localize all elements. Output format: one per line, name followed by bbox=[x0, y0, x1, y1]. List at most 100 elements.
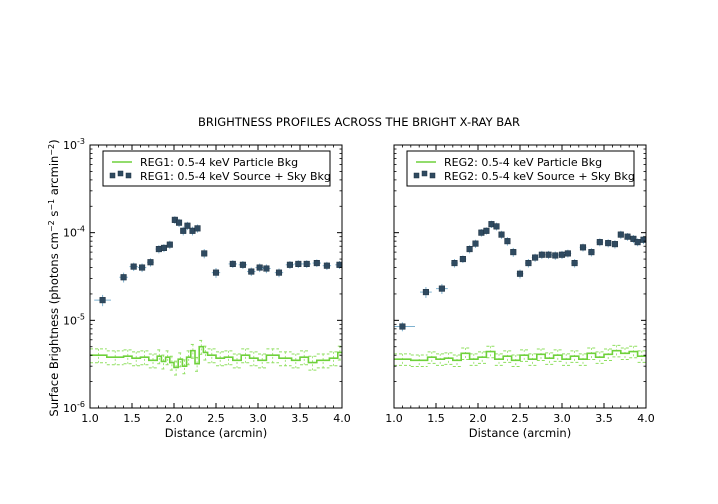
x-tick-label: 3.5 bbox=[291, 412, 309, 425]
source-point bbox=[247, 267, 256, 277]
source-point bbox=[483, 227, 490, 235]
source-point bbox=[498, 230, 505, 239]
source-marker bbox=[175, 219, 183, 226]
source-point bbox=[531, 253, 539, 262]
source-marker bbox=[488, 221, 495, 228]
source-marker bbox=[166, 241, 173, 248]
particle-bkg-group bbox=[90, 216, 342, 376]
x-tick-label: 2.5 bbox=[511, 412, 529, 425]
source-marker bbox=[99, 297, 106, 304]
legend-box bbox=[102, 150, 331, 187]
source-marker bbox=[525, 260, 532, 267]
source-marker bbox=[422, 289, 429, 296]
legend-source-label: REG1: 0.5-4 keV Source + Sky Bkg bbox=[140, 170, 331, 183]
source-point bbox=[624, 233, 631, 241]
source-marker bbox=[130, 263, 137, 270]
source-marker bbox=[336, 261, 342, 268]
source-point bbox=[564, 249, 572, 258]
source-marker bbox=[571, 260, 578, 267]
source-marker bbox=[472, 240, 479, 247]
y-axis-label: Surface Brightness (photons cm−2 s−1 arc… bbox=[47, 139, 62, 416]
source-point bbox=[274, 268, 284, 278]
source-marker bbox=[263, 265, 270, 272]
source-point bbox=[640, 235, 646, 245]
source-marker bbox=[229, 260, 236, 267]
source-marker bbox=[120, 274, 127, 281]
source-marker bbox=[510, 249, 517, 256]
y-tick-base: 10 bbox=[63, 402, 77, 415]
source-marker bbox=[160, 244, 167, 251]
y-tick-label: 10-3 bbox=[63, 137, 85, 152]
source-marker bbox=[498, 231, 505, 238]
source-marker bbox=[493, 223, 500, 230]
source-point bbox=[604, 239, 612, 248]
source-point bbox=[558, 250, 566, 260]
legend-source-swatch bbox=[125, 172, 132, 179]
particle-bkg-group bbox=[394, 220, 646, 367]
x-tick-label: 4.0 bbox=[637, 412, 655, 425]
y-tick-base: 10 bbox=[63, 139, 77, 152]
x-tick-label: 1.0 bbox=[81, 412, 99, 425]
source-point bbox=[119, 272, 128, 283]
source-point bbox=[488, 220, 495, 229]
source-marker bbox=[558, 251, 566, 258]
legend-source-swatch bbox=[117, 170, 124, 177]
y-tick-exponent: -6 bbox=[77, 400, 85, 409]
source-point bbox=[184, 221, 191, 231]
source-marker bbox=[139, 264, 146, 271]
particle-bkg-line bbox=[394, 349, 646, 362]
source-point bbox=[459, 255, 467, 264]
source-marker bbox=[184, 222, 191, 229]
source-point bbox=[160, 244, 167, 253]
source-marker bbox=[189, 227, 196, 234]
source-point bbox=[420, 287, 432, 298]
y-axis-label-part: ) bbox=[47, 139, 61, 144]
source-marker bbox=[212, 269, 220, 276]
x-tick-label: 2.5 bbox=[207, 412, 225, 425]
x-tick-label: 1.0 bbox=[385, 412, 403, 425]
source-marker bbox=[180, 227, 187, 234]
source-point bbox=[596, 238, 604, 247]
source-point bbox=[335, 261, 342, 270]
source-point bbox=[180, 226, 187, 236]
source-marker bbox=[516, 270, 524, 277]
panel-reg2: 1.0 1.5 2.0 2.5 3.0 3.5 4.0 Distance (arcmin) RE… bbox=[385, 144, 655, 440]
source-point bbox=[175, 218, 183, 228]
source-point bbox=[255, 263, 264, 273]
legend-source-label: REG2: 0.5-4 keV Source + Sky Bkg bbox=[444, 170, 635, 183]
source-point bbox=[504, 237, 511, 246]
x-tick-label: 3.0 bbox=[553, 412, 571, 425]
source-marker bbox=[399, 323, 406, 330]
legend-source-swatch bbox=[413, 172, 420, 179]
y-axis-label-part: arcmin bbox=[47, 156, 61, 199]
y-tick-exponent: -3 bbox=[77, 137, 85, 146]
source-point bbox=[466, 245, 473, 254]
source-marker bbox=[323, 262, 330, 269]
source-marker bbox=[248, 268, 255, 275]
source-point bbox=[194, 224, 201, 233]
chart-title: BRIGHTNESS PROFILES ACROSS THE BRIGHT X-… bbox=[198, 115, 520, 129]
source-marker bbox=[313, 260, 320, 267]
source-point bbox=[571, 259, 578, 268]
source-marker bbox=[596, 239, 603, 246]
source-marker bbox=[564, 250, 571, 257]
source-point bbox=[472, 239, 479, 248]
x-tick-label: 4.0 bbox=[333, 412, 351, 425]
source-point bbox=[545, 250, 552, 260]
source-marker bbox=[617, 231, 624, 238]
y-tick-label: 10-4 bbox=[63, 225, 85, 240]
legend-source-swatch bbox=[109, 172, 116, 179]
source-marker bbox=[640, 236, 646, 243]
source-marker bbox=[275, 269, 283, 276]
source-point bbox=[436, 283, 448, 294]
legend-particle-label: REG2: 0.5-4 keV Particle Bkg bbox=[444, 156, 602, 169]
source-point bbox=[238, 261, 248, 270]
source-point bbox=[211, 268, 221, 278]
y-tick-base: 10 bbox=[63, 227, 77, 240]
source-point bbox=[538, 250, 546, 260]
source-point bbox=[166, 240, 173, 250]
source-point bbox=[510, 247, 517, 257]
source-point bbox=[322, 261, 332, 271]
source-point bbox=[478, 229, 485, 237]
